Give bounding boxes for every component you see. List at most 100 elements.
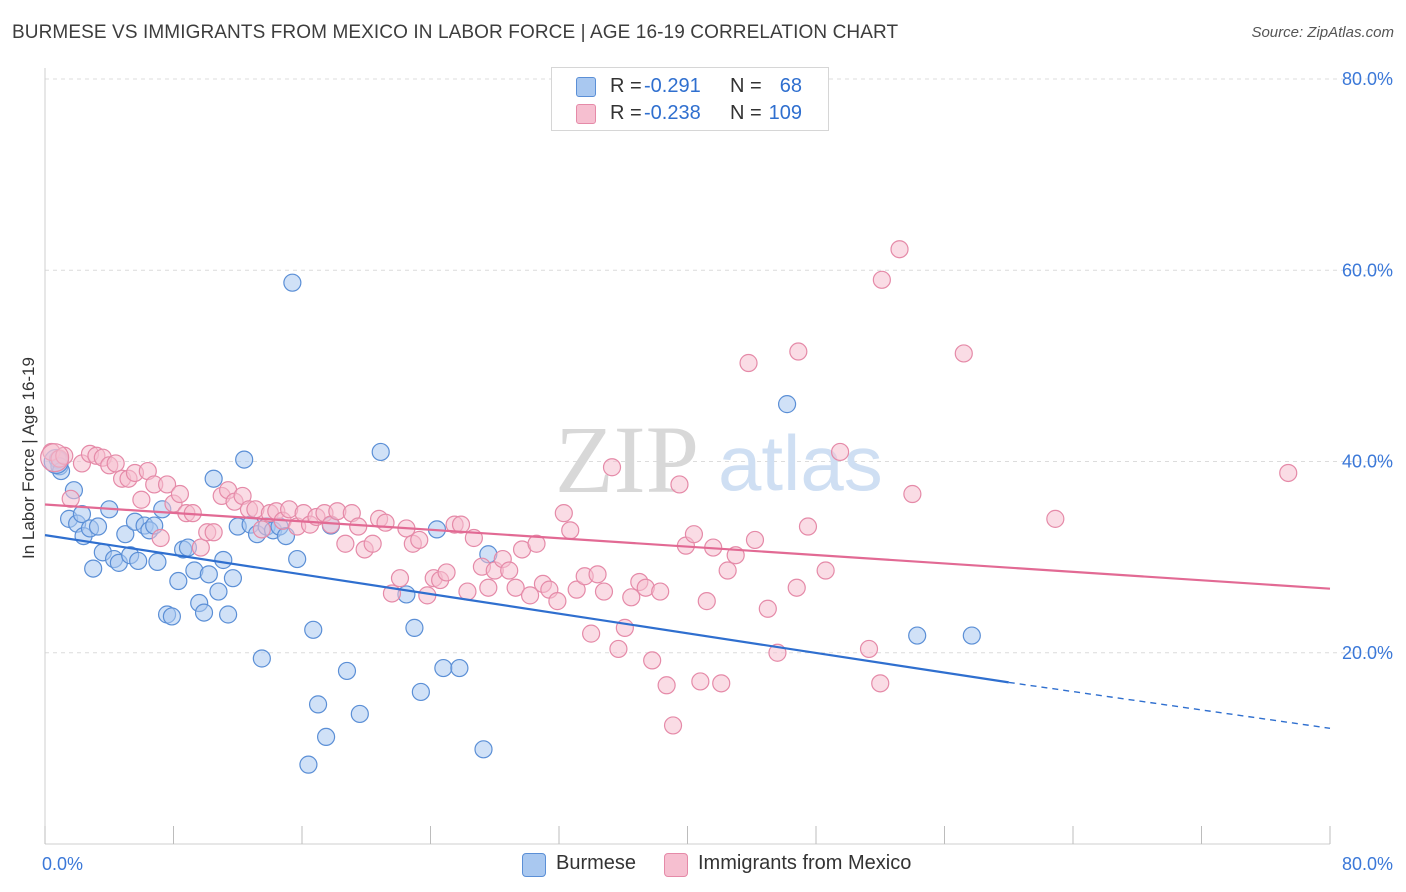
mexico-extra-point-5: [954, 344, 973, 363]
burmese-point-15: [116, 525, 135, 544]
blue-swatch: [576, 77, 596, 97]
mexico-point-95: [691, 672, 710, 691]
y-tick-label-1: 40.0%: [1342, 452, 1393, 472]
mexico-point-43: [336, 534, 355, 553]
watermark-atlas: atlas: [718, 419, 883, 507]
mexico-extra-point-3: [890, 240, 909, 259]
mexico-point-49: [376, 513, 395, 532]
n-value: 68: [779, 75, 802, 97]
mexico-point-cluster: [40, 443, 70, 473]
mexico-point-109: [871, 674, 890, 693]
y-tick-label-3: 80.0%: [1342, 69, 1393, 89]
burmese-point-47: [283, 273, 302, 292]
burmese-point-31: [194, 603, 214, 622]
mexico-point-99: [718, 561, 737, 580]
trend-lines: [44, 503, 1331, 729]
mexico-point-90: [657, 676, 676, 695]
watermark: ZIP atlas: [555, 406, 883, 513]
r-value: -0.238: [644, 102, 701, 124]
x-tick-label-0: 0.0%: [42, 854, 83, 874]
burmese-point-39: [235, 450, 254, 469]
mexico-point-104: [787, 578, 806, 597]
burmese-point-55: [350, 704, 369, 724]
burmese-point-18: [129, 551, 148, 571]
r-label: R =: [610, 75, 642, 97]
mexico-point-106: [816, 561, 835, 580]
r-label: R =: [610, 102, 642, 124]
burmese-point-32: [199, 565, 218, 584]
burmese-point-49: [299, 755, 318, 774]
mexico-point-61: [458, 582, 477, 601]
stats-legend: R = -0.291 N = 68 R = -0.238 N = 109: [551, 67, 829, 131]
burmese-point-36: [219, 605, 238, 624]
mexico-point-70: [520, 586, 540, 605]
blue-swatch: [522, 853, 546, 877]
mexico-point-16: [151, 528, 170, 548]
burmese-point-37: [223, 569, 243, 588]
burmese-point-56: [371, 442, 390, 462]
burmese-trend-line: [44, 534, 1009, 684]
n-label: N =: [730, 102, 762, 124]
mexico-point-85: [622, 588, 641, 607]
series-burmese-points: [43, 273, 981, 774]
mexico-point-71: [527, 534, 546, 553]
n-label: N =: [730, 75, 762, 97]
burmese-point-51: [308, 695, 328, 714]
mexico-point-51: [390, 569, 410, 588]
mexico-extra-point-0: [739, 353, 758, 373]
burmese-point-22: [148, 552, 167, 572]
mexico-point-91: [663, 716, 683, 735]
mexico-point-105: [798, 517, 818, 536]
mexico-point-96: [697, 592, 716, 611]
burmese-point-10: [88, 517, 108, 536]
y-axis-label: In Labor Force | Age 16-19: [19, 357, 38, 559]
burmese-point-35: [214, 550, 233, 570]
mexico-point-101: [745, 530, 765, 550]
mexico-point-89: [651, 582, 670, 601]
burmese-point-42: [252, 649, 271, 668]
burmese-point-52: [316, 727, 336, 747]
mexico-point-94: [684, 525, 704, 544]
burmese-point-61: [434, 658, 453, 678]
mexico-point-22: [191, 538, 210, 557]
mexico-point-68: [506, 578, 525, 597]
watermark-zip: ZIP: [555, 406, 699, 513]
mexico-point-24: [204, 523, 223, 542]
mexico-point-54: [410, 530, 429, 550]
mexico-point-82: [602, 458, 622, 477]
mexico-point-58: [437, 563, 456, 582]
legend-label: Immigrants from Mexico: [698, 852, 912, 874]
mexico-point-19: [170, 484, 190, 504]
r-value: -0.291: [644, 75, 701, 97]
chart-title: BURMESE VS IMMIGRANTS FROM MEXICO IN LAB…: [12, 22, 899, 43]
mexico-point-76: [561, 521, 580, 540]
n-value: 109: [768, 102, 802, 124]
mexico-point-9: [106, 454, 125, 473]
y-tick-label-2: 60.0%: [1342, 260, 1393, 280]
burmese-point-34: [209, 582, 228, 601]
burmese-point-63: [474, 740, 493, 759]
burmese-point-62: [450, 658, 469, 678]
burmese-point-58: [405, 618, 424, 637]
x-tick-label-1: 80.0%: [1342, 854, 1393, 874]
mexico-point-31: [252, 520, 271, 539]
mexico-point-83: [609, 639, 628, 659]
mexico-extra-point-1: [789, 342, 808, 361]
mexico-point-74: [548, 592, 567, 611]
pink-swatch: [664, 853, 688, 877]
burmese-point-66: [908, 626, 927, 645]
mexico-point-88: [643, 651, 662, 670]
mexico-extra-point-2: [872, 270, 891, 289]
burmese-point-48: [288, 549, 307, 569]
burmese-point-59: [411, 682, 430, 702]
gridlines: [45, 78, 1392, 654]
mexico-point-107: [830, 442, 850, 462]
burmese-point-67: [962, 626, 981, 645]
burmese-point-50: [304, 620, 323, 639]
mexico-point-47: [363, 534, 382, 553]
tick-labels: 20.0% 40.0% 60.0% 80.0% 0.0% 80.0%: [42, 69, 1393, 874]
mexico-extra-point-6: [1046, 509, 1065, 528]
legend-label: Burmese: [556, 852, 637, 874]
mexico-extra-point-4: [903, 484, 922, 504]
